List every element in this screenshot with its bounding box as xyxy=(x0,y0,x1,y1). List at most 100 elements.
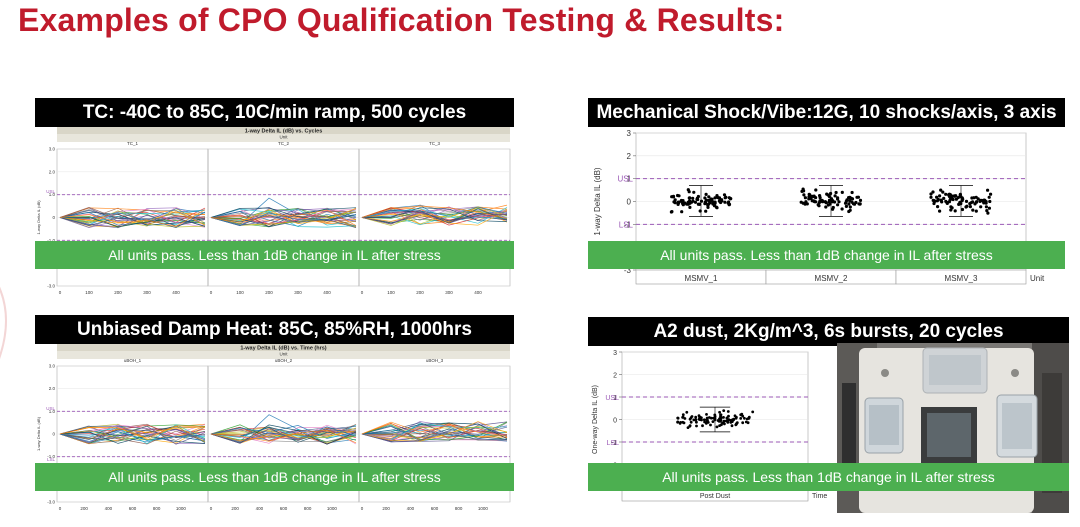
data-point xyxy=(673,198,677,202)
data-point xyxy=(678,422,682,425)
data-point xyxy=(713,200,717,204)
series-line xyxy=(361,422,508,440)
data-point xyxy=(986,188,990,192)
data-point xyxy=(935,195,939,199)
x-tick-label: 0 xyxy=(59,506,62,511)
data-point xyxy=(686,188,690,192)
x-tick-label: 800 xyxy=(304,506,312,511)
data-point xyxy=(960,196,964,200)
data-point xyxy=(971,200,975,204)
data-point xyxy=(799,200,803,204)
data-point xyxy=(804,200,808,204)
x-tick-label: 400 xyxy=(105,506,113,511)
group-label: Unit xyxy=(279,135,288,140)
tc-panel: TC: -40C to 85C, 10C/min ramp, 500 cycle… xyxy=(35,98,514,296)
data-point xyxy=(676,193,680,198)
series-line xyxy=(361,211,508,225)
data-point xyxy=(944,199,948,203)
y-tick-label: 0 xyxy=(52,215,55,220)
data-point xyxy=(968,205,972,209)
mech-panel: Mechanical Shock/Vibe:12G, 10 shocks/axi… xyxy=(588,98,1065,292)
data-point xyxy=(823,200,827,204)
data-point xyxy=(939,198,943,202)
series-line xyxy=(210,211,357,223)
y-tick-label: 3.0 xyxy=(49,147,56,152)
lsl-label: LSL xyxy=(47,457,56,462)
data-point xyxy=(709,423,712,427)
category-cell xyxy=(895,269,1027,285)
data-point xyxy=(858,202,862,206)
data-point xyxy=(801,187,805,191)
series-line xyxy=(59,210,206,228)
x-tick-label: 800 xyxy=(455,506,463,511)
x-tick-label: 0 xyxy=(361,506,364,511)
series-line xyxy=(210,215,357,229)
data-point xyxy=(829,191,833,196)
data-point xyxy=(852,202,857,206)
series-line xyxy=(59,210,206,228)
data-point xyxy=(722,193,727,197)
y-tick-label: 1.0 xyxy=(49,409,56,414)
data-point xyxy=(717,196,722,200)
series-line xyxy=(59,217,206,228)
y-tick-label: 1.0 xyxy=(49,192,56,197)
series-line xyxy=(361,206,508,218)
lsl-label: LSL xyxy=(619,220,634,229)
group-name: uBOH_1 xyxy=(124,358,142,363)
data-point xyxy=(713,196,717,200)
data-point xyxy=(956,196,960,200)
x-tick-label: 200 xyxy=(80,506,88,511)
series-line xyxy=(361,421,508,437)
y-tick-label: 3 xyxy=(613,350,617,357)
x-tick-label: 400 xyxy=(474,290,482,295)
series-line xyxy=(59,425,206,445)
y-axis-label: 1-way Delta IL (dB) xyxy=(36,416,41,451)
series-line xyxy=(210,429,357,444)
data-point xyxy=(741,421,745,425)
data-point xyxy=(802,193,806,197)
x-tick-label: 0 xyxy=(59,290,62,295)
tc-pass-banner: All units pass. Less than 1dB change in … xyxy=(35,241,514,269)
y-tick-label: -1.0 xyxy=(47,238,55,243)
data-point xyxy=(931,198,935,202)
data-point xyxy=(844,204,848,208)
data-point xyxy=(849,196,853,200)
y-tick-label: 3 xyxy=(627,129,632,138)
y-axis-label: One-way Delta IL (dB) xyxy=(592,385,599,454)
x-tick-label: 0 xyxy=(361,290,364,295)
y-tick-label: 0 xyxy=(627,198,632,207)
group-header-bar xyxy=(57,134,510,142)
data-point xyxy=(681,415,685,419)
y-tick-label: 2 xyxy=(613,373,617,380)
x-tick-label: 600 xyxy=(280,506,288,511)
series-line xyxy=(59,430,206,445)
data-point xyxy=(931,190,935,194)
data-point xyxy=(987,206,991,210)
dh-pass-banner: All units pass. Less than 1dB change in … xyxy=(35,463,514,491)
data-point xyxy=(976,197,980,201)
data-point xyxy=(723,196,727,200)
x-tick-label: 0 xyxy=(210,290,213,295)
y-tick-label: 1 xyxy=(627,175,632,184)
usl-label: USL xyxy=(46,189,55,194)
data-point xyxy=(814,200,818,204)
data-point xyxy=(731,418,734,422)
y-tick-label: 2 xyxy=(627,152,632,161)
data-point xyxy=(938,209,942,213)
data-point xyxy=(722,409,726,412)
data-point xyxy=(688,417,692,421)
series-line xyxy=(210,428,357,443)
data-point xyxy=(831,205,835,210)
data-point xyxy=(670,210,674,214)
series-line xyxy=(59,425,206,439)
data-point xyxy=(729,197,733,201)
data-point xyxy=(703,200,707,204)
y-tick-label: 3.0 xyxy=(49,364,56,369)
series-line xyxy=(361,423,508,439)
data-point xyxy=(696,194,700,199)
x-tick-label: 400 xyxy=(256,506,264,511)
data-point xyxy=(941,190,945,194)
data-point xyxy=(685,410,689,414)
series-line xyxy=(59,209,206,226)
data-point xyxy=(845,198,849,202)
